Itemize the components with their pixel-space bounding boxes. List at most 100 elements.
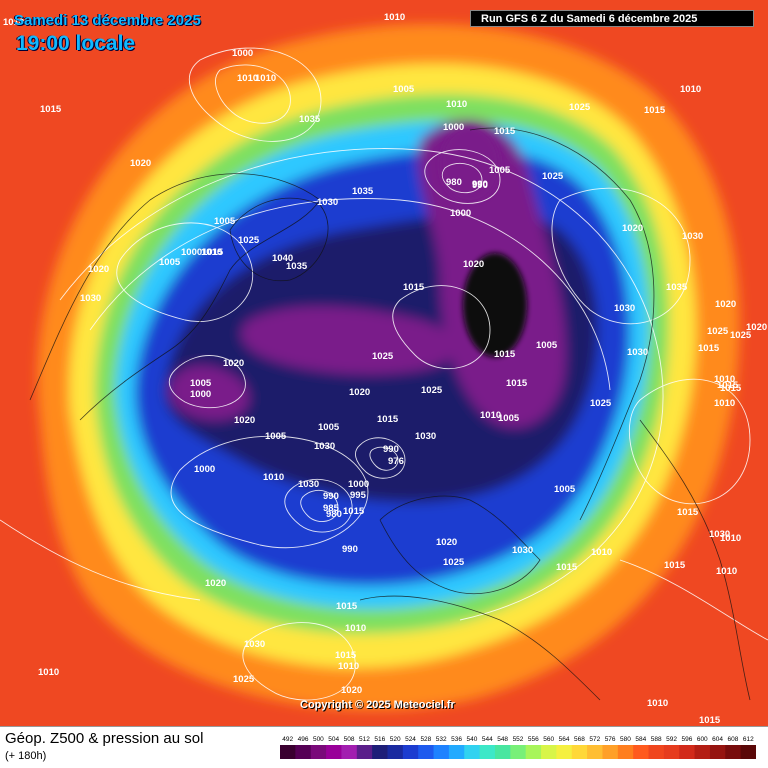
legend-swatch [494, 745, 511, 759]
pressure-label: 1010 [255, 73, 276, 84]
pressure-label: 990 [383, 444, 399, 455]
pressure-label: 1010 [714, 398, 735, 409]
pressure-label: 1010 [38, 667, 59, 678]
pressure-label: 1015 [40, 104, 62, 115]
isobar [300, 490, 339, 523]
legend-tick-label: 572 [589, 736, 600, 743]
pressure-label: 1010 [480, 410, 501, 421]
isobar [355, 437, 406, 479]
legend-swatch [556, 745, 573, 759]
legend-tick-label: 592 [666, 736, 677, 743]
legend-swatch [448, 745, 465, 759]
pressure-label: 1005 [159, 257, 181, 268]
isobar [188, 47, 322, 142]
pressure-label: 1005 [393, 84, 415, 95]
forecast-time: 19:00 locale [16, 32, 136, 55]
isobar [619, 559, 768, 641]
pressure-label: 1015 [494, 126, 516, 137]
pressure-label: 1005 [214, 216, 236, 227]
legend-swatch [295, 745, 312, 759]
pressure-label: 1015 [335, 650, 357, 661]
legend-tick-label: 500 [313, 736, 324, 743]
legend-tick-label: 576 [605, 736, 616, 743]
pressure-label: 1010 [716, 566, 737, 577]
pressure-label: 1020 [746, 322, 767, 333]
pressure-label: 1035 [352, 186, 374, 197]
pressure-label: 1000 [190, 389, 211, 400]
legend-tick-label: 544 [482, 736, 493, 743]
map-title: Géop. Z500 & pression au sol [5, 730, 204, 747]
pressure-label: 1005 [554, 484, 576, 495]
pressure-label: 1000 [450, 208, 471, 219]
legend-swatch [418, 745, 435, 759]
pressure-label: 1010 [647, 698, 668, 709]
isobar [424, 149, 501, 204]
pressure-label: 1025 [421, 385, 443, 396]
isobar [369, 446, 399, 471]
legend-swatch [602, 745, 619, 759]
pressure-label: 1035 [286, 261, 308, 272]
legend-swatch [587, 745, 603, 759]
legend-tick-label: 596 [681, 736, 692, 743]
pressure-label: 1025 [569, 102, 591, 113]
legend-tick-label: 548 [497, 736, 508, 743]
pressure-label: 1030 [244, 639, 265, 650]
pressure-label: 1010 [680, 84, 701, 95]
pressure-label: 1015 [556, 562, 578, 573]
legend-tick-label: 536 [451, 736, 462, 743]
pressure-label: 1015 [202, 247, 224, 258]
pressure-label: 1020 [234, 415, 255, 426]
forecast-date: Samedi 13 décembre 2025 [14, 12, 201, 29]
legend-tick-label: 604 [712, 736, 723, 743]
legend-tick-label: 556 [528, 736, 539, 743]
pressure-label: 1035 [666, 282, 688, 293]
pressure-label: 1010 [591, 547, 612, 558]
legend-tick-label: 504 [328, 736, 339, 743]
legend-tick-label: 584 [635, 736, 646, 743]
pressure-label: 1030 [627, 347, 648, 358]
pressure-label: 976 [388, 456, 404, 467]
pressure-label: 1005 [318, 422, 340, 433]
legend-tick-label: 564 [559, 736, 570, 743]
pressure-label: 1010 [720, 533, 741, 544]
pressure-label: 1010 [3, 17, 24, 28]
pressure-label: 1010 [446, 99, 467, 110]
legend-tick-label: 528 [420, 736, 431, 743]
pressure-label: 1015 [336, 601, 358, 612]
legend-swatch [740, 745, 756, 759]
pressure-label: 1015 [403, 282, 425, 293]
isobar [116, 222, 254, 322]
pressure-label: 1025 [372, 351, 394, 362]
legend-swatch [709, 745, 726, 759]
legend-tick-label: 520 [390, 736, 401, 743]
pressure-label: 1015 [343, 506, 365, 517]
pressure-label: 1005 [536, 340, 558, 351]
pressure-label: 1000 [181, 247, 202, 258]
pressure-label: 1020 [223, 358, 244, 369]
legend-swatch [617, 745, 634, 759]
pressure-label: 1030 [512, 545, 533, 556]
legend-tick-label: 560 [543, 736, 554, 743]
pressure-label: 1000 [443, 122, 464, 133]
legend-swatch [387, 745, 404, 759]
pressure-label: 1020 [349, 387, 370, 398]
pressure-label: 1025 [707, 326, 729, 337]
copyright: Copyright © 2025 Meteociel.fr [300, 699, 455, 711]
pressure-label: 1030 [614, 303, 635, 314]
legend-swatch [663, 745, 680, 759]
legend-tick-label: 532 [436, 736, 447, 743]
isobar [392, 285, 491, 369]
pressure-label: 1010 [263, 472, 284, 483]
pressure-label: 1020 [715, 299, 736, 310]
coastline-north-america [29, 173, 321, 421]
pressure-label: 1010 [338, 661, 359, 672]
pressure-label: 1000 [348, 479, 369, 490]
pressure-label: 980 [446, 177, 462, 188]
pressure-label: 1025 [590, 398, 612, 409]
legend-swatch [679, 745, 696, 759]
purple-trough-central [241, 306, 458, 375]
isobar [215, 64, 291, 124]
legend-swatch [479, 745, 496, 759]
